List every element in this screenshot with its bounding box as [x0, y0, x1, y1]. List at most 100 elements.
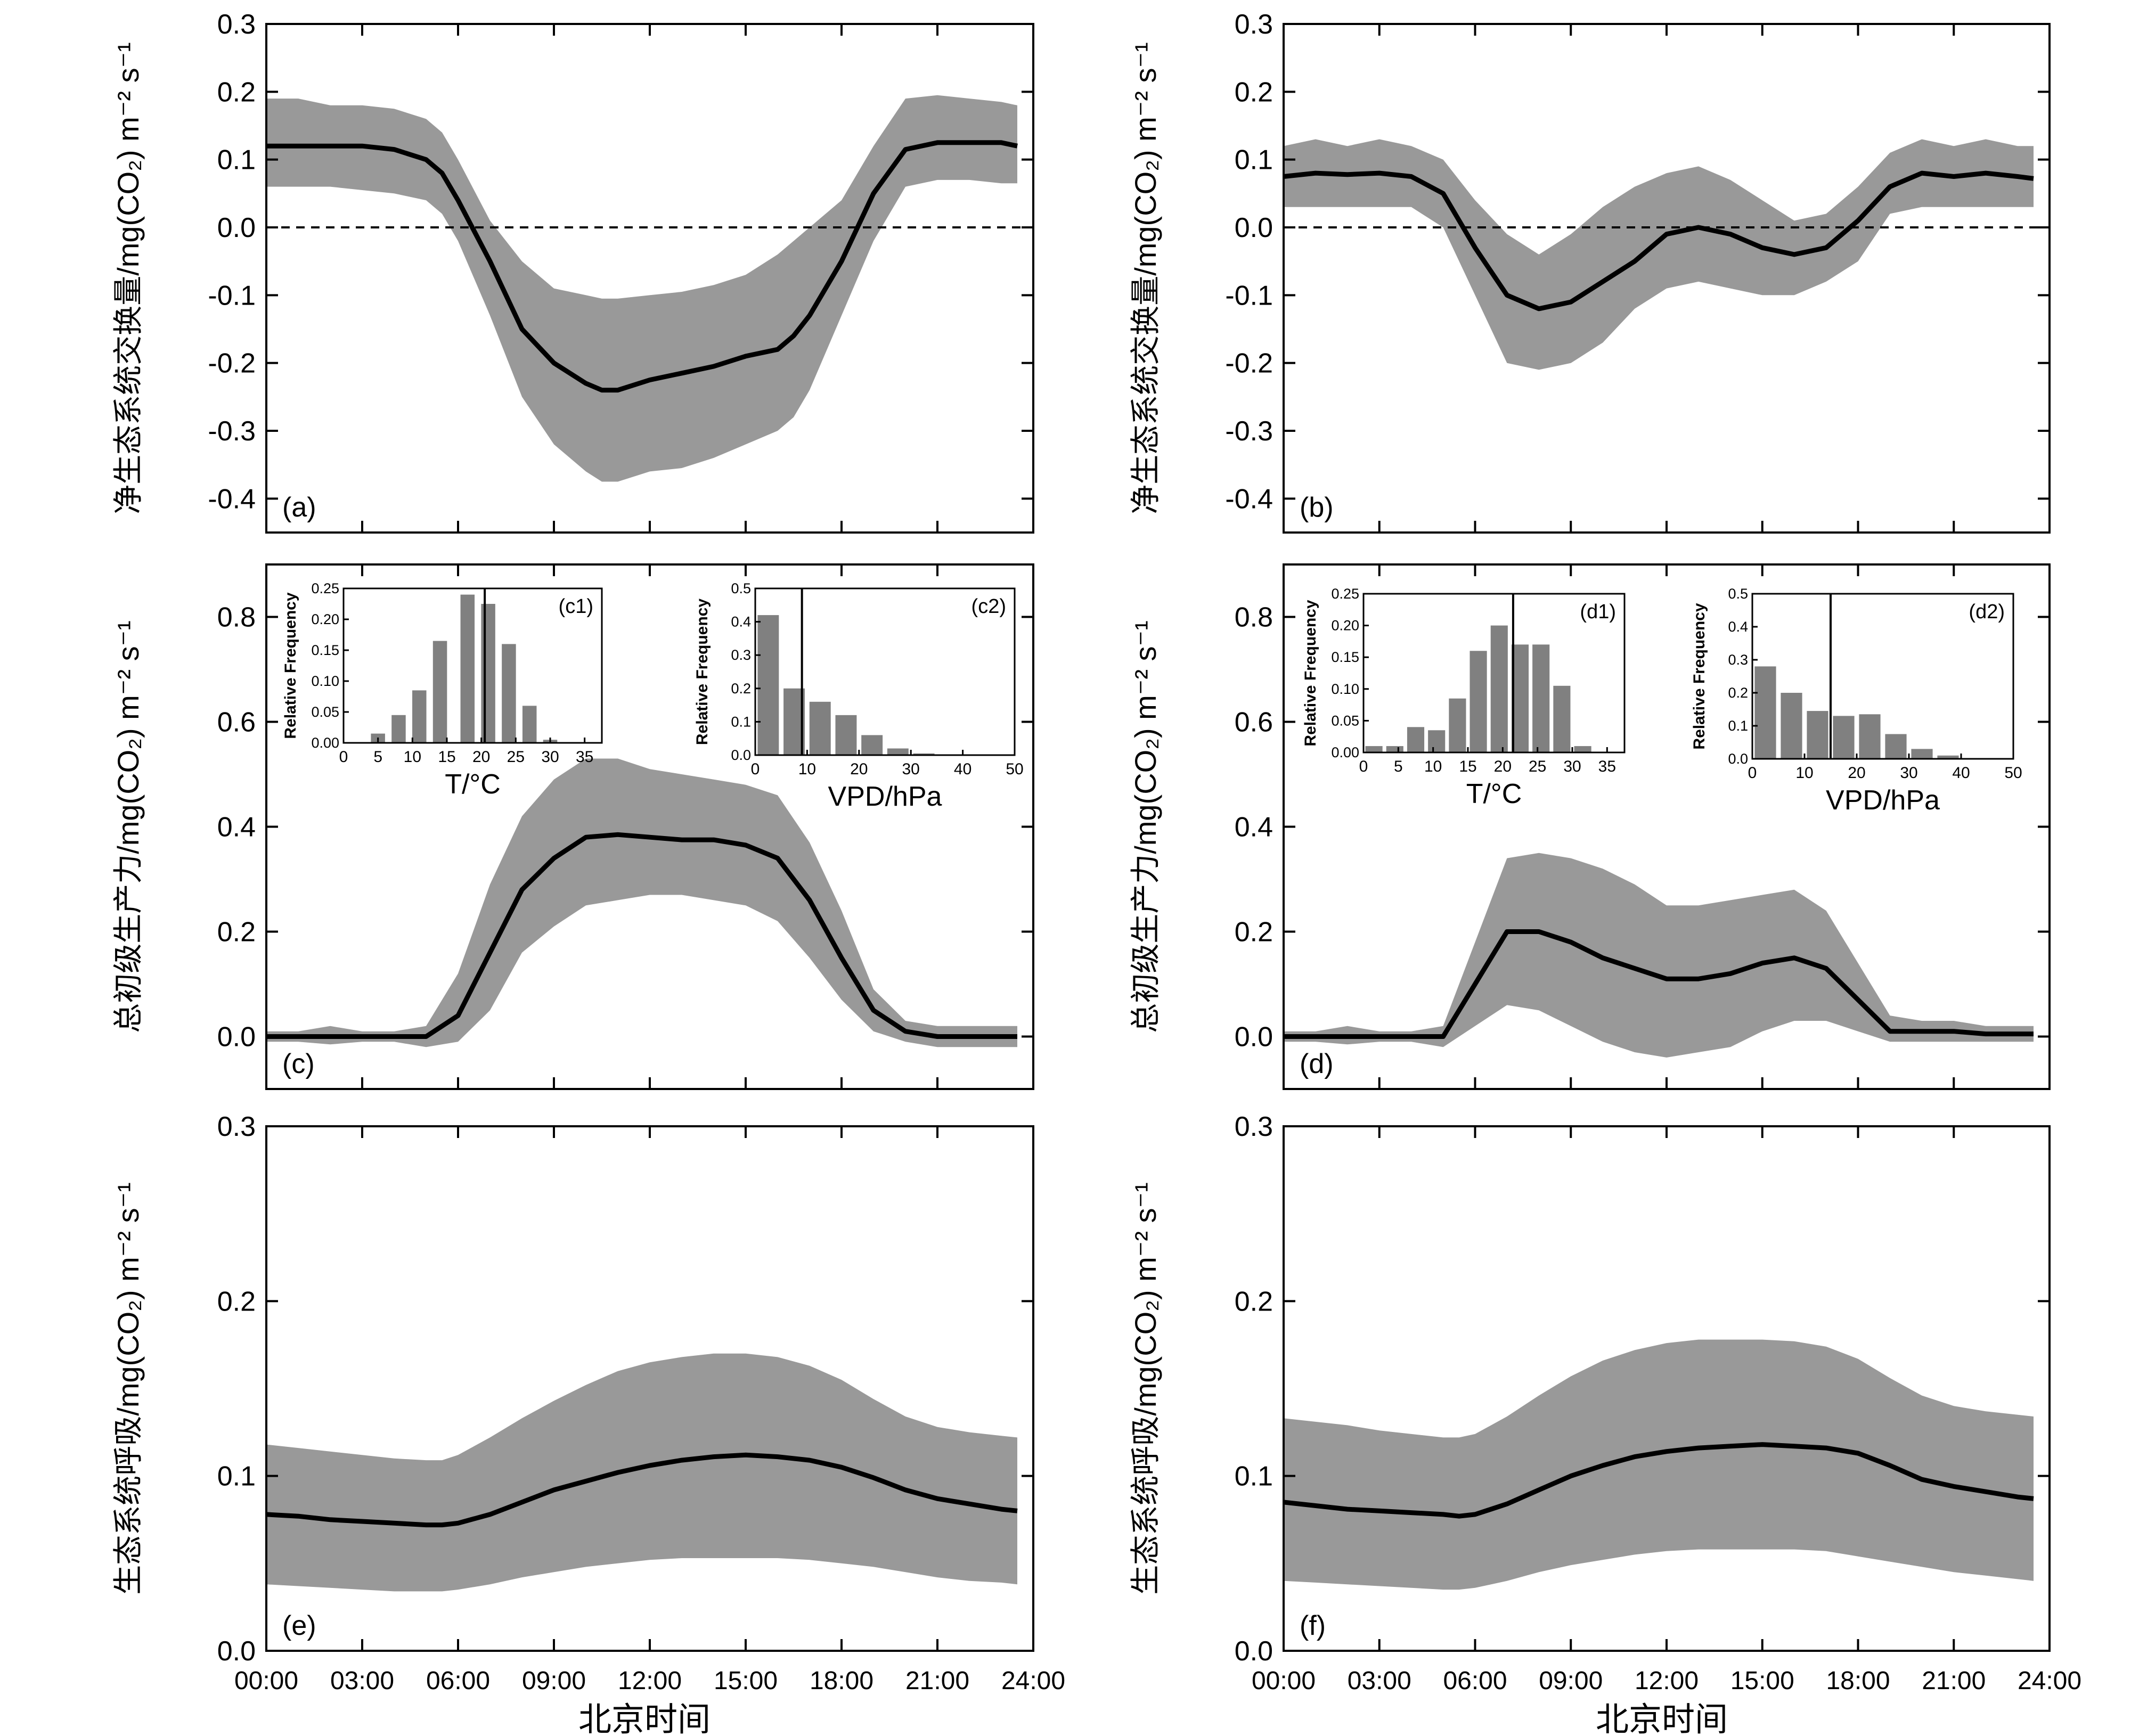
inset-y-axis-title: Relative Frequency — [1302, 600, 1319, 746]
inset-y-tick-label: 0.25 — [1331, 586, 1359, 602]
y-tick-label-c: 0.2 — [217, 917, 256, 948]
y-tick-label-c: 0.8 — [217, 602, 256, 633]
inset-x-tick-label: 20 — [472, 748, 490, 766]
x-tick-label-f: 09:00 — [1539, 1667, 1603, 1695]
x-axis-title-left: 北京时间 — [578, 1701, 711, 1736]
histogram-bar — [1490, 625, 1508, 752]
inset-label: (d1) — [1580, 601, 1616, 623]
inset-y-tick-label: 0.00 — [1331, 744, 1359, 760]
histogram-bar — [412, 690, 427, 743]
y-tick-label-c: 0.4 — [217, 812, 256, 843]
inset-x-tick-label: 35 — [1598, 758, 1616, 775]
mean-line-c — [266, 832, 1017, 1039]
y-tick-label-b: 0.2 — [1235, 77, 1273, 108]
x-tick-label-f: 24:00 — [2018, 1667, 2081, 1695]
panel-label-c: (c) — [282, 1049, 315, 1079]
inset-x-tick-label: 10 — [798, 760, 816, 778]
y-tick-label-d: 0.4 — [1235, 812, 1273, 843]
histogram-bar — [1807, 711, 1828, 759]
inset-y-tick-label: 0.00 — [311, 735, 339, 751]
x-tick-label-f: 21:00 — [1922, 1667, 1986, 1695]
inset-frame — [1362, 593, 1626, 754]
panel-a: 0.3 0.2 0.1 0.0 -0.1 -0.2 -0.3 -0.4 (a) 净生态系统交换量/… — [111, 9, 1034, 534]
inset-x-tick-label: 40 — [1952, 764, 1970, 782]
inset-x-axis-title: VPD/hPa — [828, 781, 942, 812]
inset-x-tick-label: 10 — [1795, 764, 1813, 782]
inset-x-tick-label: 20 — [1848, 764, 1865, 782]
inset-y-tick-label: 0.20 — [1331, 618, 1359, 634]
inset-y-tick-label: 0.25 — [311, 580, 339, 596]
inset-y-tick-label: 0.5 — [1728, 586, 1748, 602]
y-tick-label-b: -0.2 — [1225, 348, 1273, 379]
x-tick-label-e: 06:00 — [426, 1667, 490, 1695]
x-tick-label-f: 18:00 — [1826, 1667, 1890, 1695]
histogram-bar — [1833, 716, 1855, 759]
x-tick-label-e: 21:00 — [905, 1667, 969, 1695]
y-tick-label-a: -0.2 — [208, 348, 256, 379]
mean-line-e — [266, 1452, 1018, 1528]
mean-line-b — [1283, 170, 2034, 312]
histogram-bar — [1553, 685, 1571, 752]
y-tick-label-f: 0.2 — [1235, 1286, 1273, 1317]
x-tick-label-e: 00:00 — [234, 1667, 298, 1695]
inset-y-tick-label: 0.3 — [731, 647, 751, 663]
inset-x-tick-label: 5 — [1394, 758, 1403, 775]
y-tick-label-b: -0.1 — [1225, 280, 1273, 311]
y-axis-title-e: 生态系统呼吸/mg(CO₂) m⁻² s⁻¹ — [111, 1182, 145, 1595]
inset-y-tick-label: 0.20 — [311, 611, 339, 627]
inset-x-tick-label: 50 — [2004, 764, 2022, 782]
std-band-c — [266, 758, 1017, 1047]
inset-x-tick-label: 30 — [1563, 758, 1581, 775]
inset-x-tick-label: 0 — [1748, 764, 1757, 782]
mean-line-d — [1284, 929, 2034, 1039]
y-tick-label-a: 0.0 — [217, 212, 256, 243]
inset-x-tick-label: 0 — [339, 748, 348, 766]
inset-c2: 0.5 0.4 0.3 0.2 0.1 0.00 10 20 30 40 50 (c2) VPD/hPa… — [693, 580, 1024, 812]
histogram-bar — [1449, 698, 1466, 752]
x-tick-label-f: 12:00 — [1635, 1667, 1699, 1695]
inset-x-tick-label: 0 — [751, 760, 760, 778]
panel-e: 0.3 0.2 0.1 0.000:00 03:00 06:00 09:00 12:00 15:… — [111, 1111, 1065, 1695]
y-axis-title-b: 净生态系统交换量/mg(CO₂) m⁻² s⁻¹ — [1129, 42, 1162, 514]
y-axis-title-a: 净生态系统交换量/mg(CO₂) m⁻² s⁻¹ — [111, 42, 145, 514]
inset-x-tick-label: 25 — [507, 748, 525, 766]
inset-label: (d2) — [1969, 601, 2005, 623]
x-tick-label-e: 09:00 — [522, 1667, 586, 1695]
histogram-bar — [1885, 734, 1907, 759]
inset-x-tick-label: 10 — [404, 748, 421, 766]
inset-x-tick-label: 15 — [438, 748, 455, 766]
inset-y-tick-label: 0.10 — [1331, 681, 1359, 697]
y-tick-label-a: -0.4 — [208, 484, 256, 514]
y-tick-label-b: 0.0 — [1235, 212, 1273, 243]
panel-f: 0.3 0.2 0.1 0.000:00 03:00 06:00 09:00 12:00 15:… — [1129, 1111, 2081, 1695]
inset-label: (c2) — [971, 595, 1006, 618]
inset-y-tick-label: 0.4 — [731, 614, 751, 630]
y-tick-label-b: -0.3 — [1225, 416, 1273, 447]
histogram-bar — [481, 604, 495, 743]
inset-x-tick-label: 30 — [902, 760, 920, 778]
inset-y-axis-title: Relative Frequency — [1691, 603, 1708, 749]
x-tick-label-f: 06:00 — [1443, 1667, 1507, 1695]
inset-y-tick-label: 0.05 — [311, 704, 339, 720]
panel-c: 0.8 0.6 0.4 0.2 0.0 (c) 总初级生产力/mg(CO₂) m⁻² s⁻¹… — [111, 563, 1034, 1090]
y-tick-label-e: 0.0 — [217, 1636, 256, 1667]
histogram-bar — [1407, 727, 1425, 752]
inset-y-tick-label: 0.2 — [1728, 685, 1748, 701]
panel-label-b: (b) — [1300, 492, 1334, 523]
x-axis-title-right: 北京时间 — [1596, 1701, 1728, 1736]
y-tick-label-f: 0.0 — [1235, 1636, 1273, 1667]
x-tick-label-e: 18:00 — [810, 1667, 873, 1695]
inset-y-tick-label: 0.10 — [311, 673, 339, 689]
panel-b: 0.3 0.2 0.1 0.0 -0.1 -0.2 -0.3 -0.4 (b) 净生态系统交换量/… — [1129, 9, 2051, 534]
panel-d: 0.8 0.6 0.4 0.2 0.0 (d) 总初级生产力/mg(CO₂) m⁻² s⁻¹… — [1129, 563, 2051, 1090]
histogram-bar — [1911, 749, 1933, 759]
y-tick-label-f: 0.1 — [1235, 1461, 1273, 1492]
x-tick-label-f: 15:00 — [1730, 1667, 1794, 1695]
inset-frame — [342, 587, 603, 744]
histogram-bar — [1365, 746, 1383, 752]
x-tick-label-e: 15:00 — [714, 1667, 778, 1695]
inset-x-tick-label: 15 — [1459, 758, 1476, 775]
histogram-bar — [502, 644, 516, 743]
inset-frame — [1751, 593, 2014, 760]
mean-line-f — [1283, 1442, 2034, 1519]
